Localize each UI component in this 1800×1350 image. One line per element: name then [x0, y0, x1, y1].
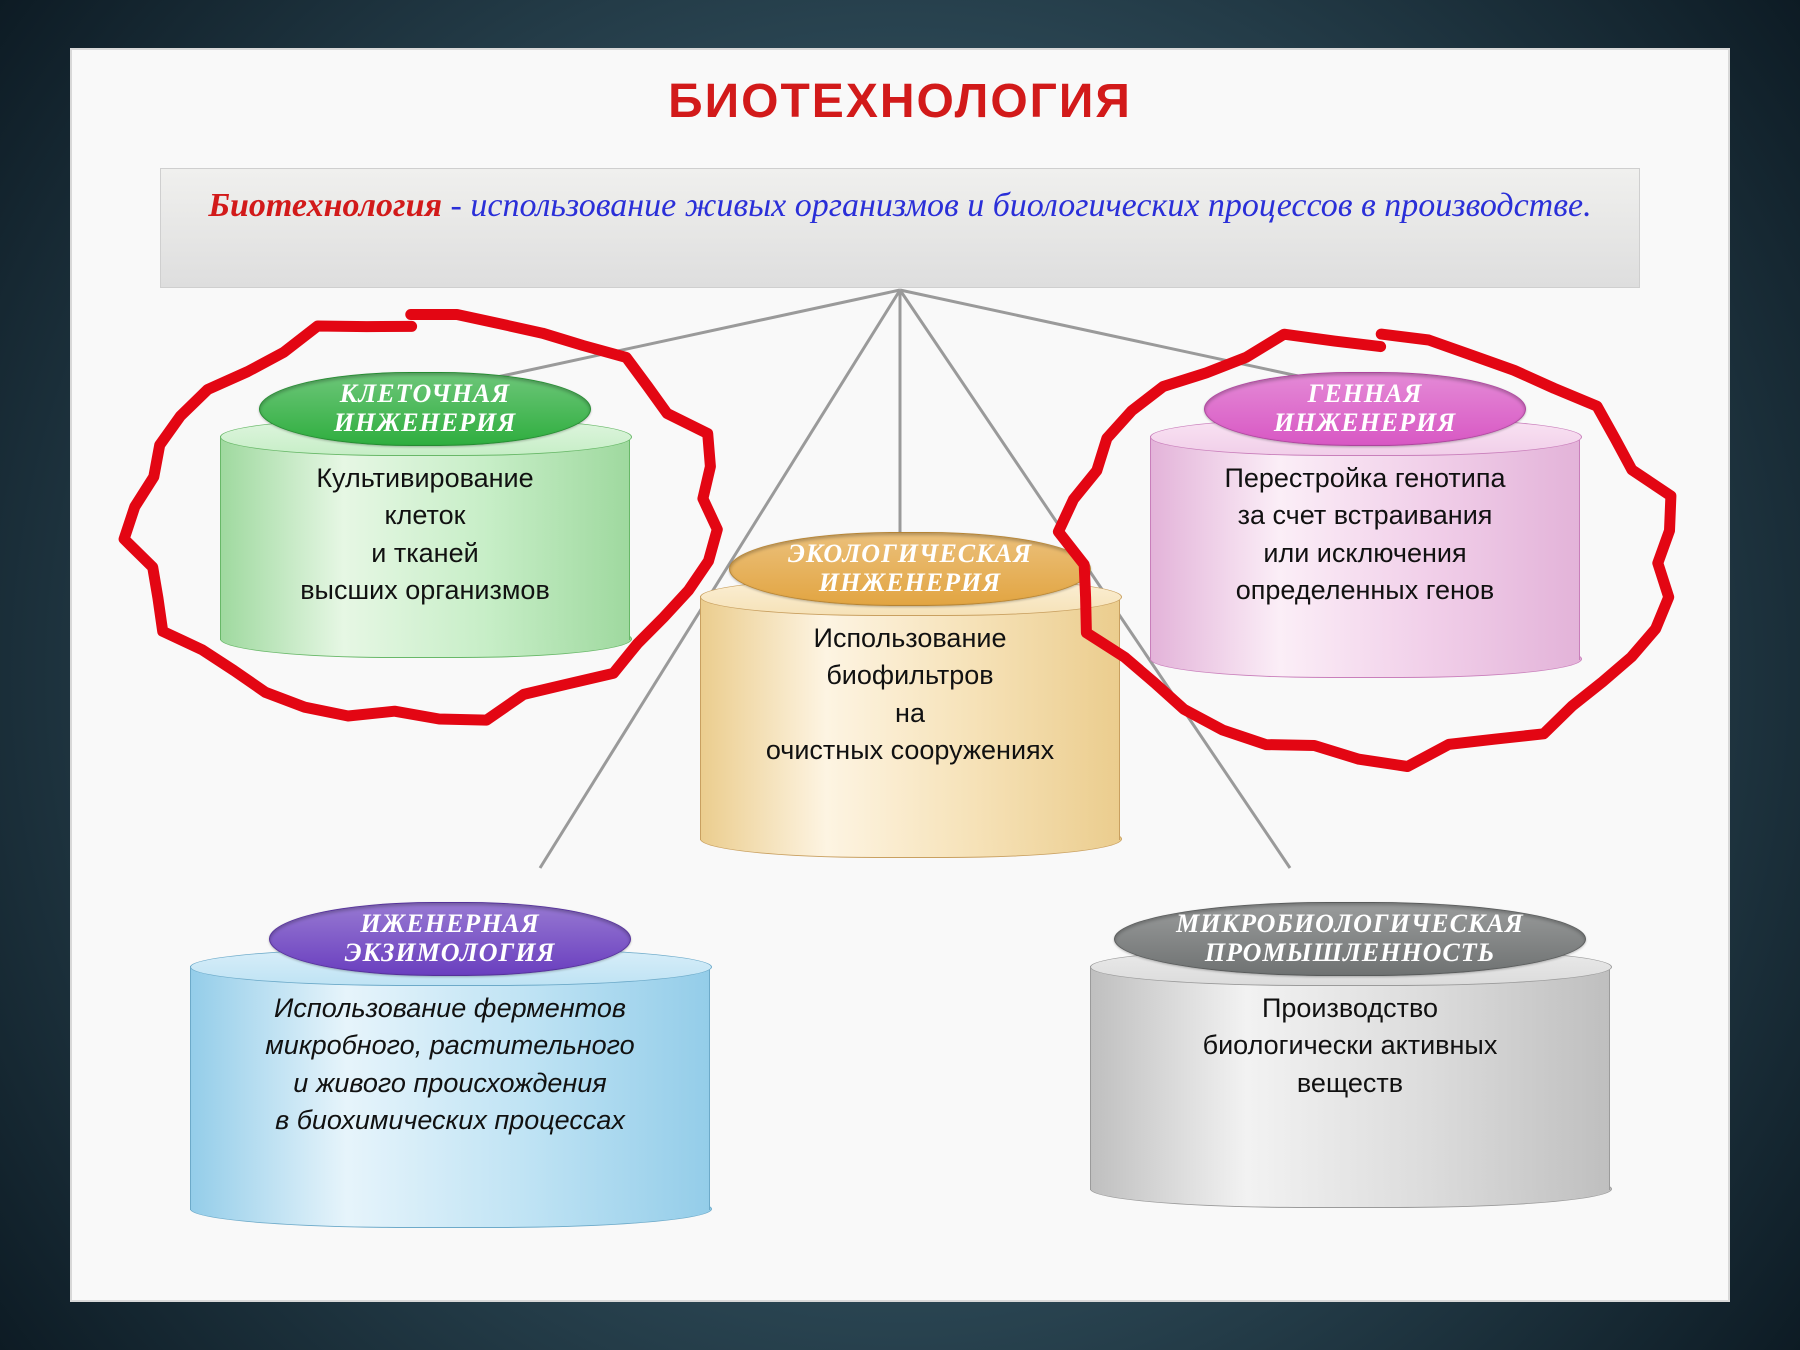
- cylinder-eco-eng: ЭКОЛОГИЧЕСКАЯИНЖЕНЕРИЯИспользованиебиофи…: [700, 578, 1120, 858]
- cylinder-desc: Использование ферментовмикробного, расти…: [204, 990, 696, 1139]
- cylinder-header: КЛЕТОЧНАЯИНЖЕНЕРИЯ: [259, 372, 591, 446]
- definition-rest: - использование живых организмов и биоло…: [442, 187, 1592, 224]
- cylinder-header: МИКРОБИОЛОГИЧЕСКАЯПРОМЫШЛЕННОСТЬ: [1114, 902, 1586, 976]
- cylinder-header: ЭКОЛОГИЧЕСКАЯИНЖЕНЕРИЯ: [729, 532, 1091, 606]
- definition-bar: Биотехнология - использование живых орга…: [160, 168, 1640, 288]
- cylinder-gene-eng: ГЕННАЯИНЖЕНЕРИЯПерестройка генотипаза сч…: [1150, 418, 1580, 678]
- cylinder-cell-eng: КЛЕТОЧНАЯИНЖЕНЕРИЯКультивированиеклетоки…: [220, 418, 630, 658]
- cylinder-desc: Культивированиеклетоки тканейвысших орга…: [234, 460, 616, 609]
- cylinder-header: ИЖЕНЕРНАЯЭКЗИМОЛОГИЯ: [269, 902, 631, 976]
- slide: БИОТЕХНОЛОГИЯ Биотехнология - использова…: [70, 48, 1730, 1302]
- definition-term: Биотехнология: [208, 187, 442, 224]
- cylinder-desc: Производствобиологически активныхвеществ: [1104, 990, 1596, 1102]
- cylinder-desc: Перестройка генотипаза счет встраиванияи…: [1164, 460, 1566, 609]
- page-title: БИОТЕХНОЛОГИЯ: [70, 74, 1730, 129]
- cylinder-enz-eng: ИЖЕНЕРНАЯЭКЗИМОЛОГИЯИспользование фермен…: [190, 948, 710, 1228]
- cylinder-microbio: МИКРОБИОЛОГИЧЕСКАЯПРОМЫШЛЕННОСТЬПроизвод…: [1090, 948, 1610, 1208]
- cylinder-header: ГЕННАЯИНЖЕНЕРИЯ: [1204, 372, 1526, 446]
- cylinder-desc: Использованиебиофильтровнаочистных соору…: [714, 620, 1106, 769]
